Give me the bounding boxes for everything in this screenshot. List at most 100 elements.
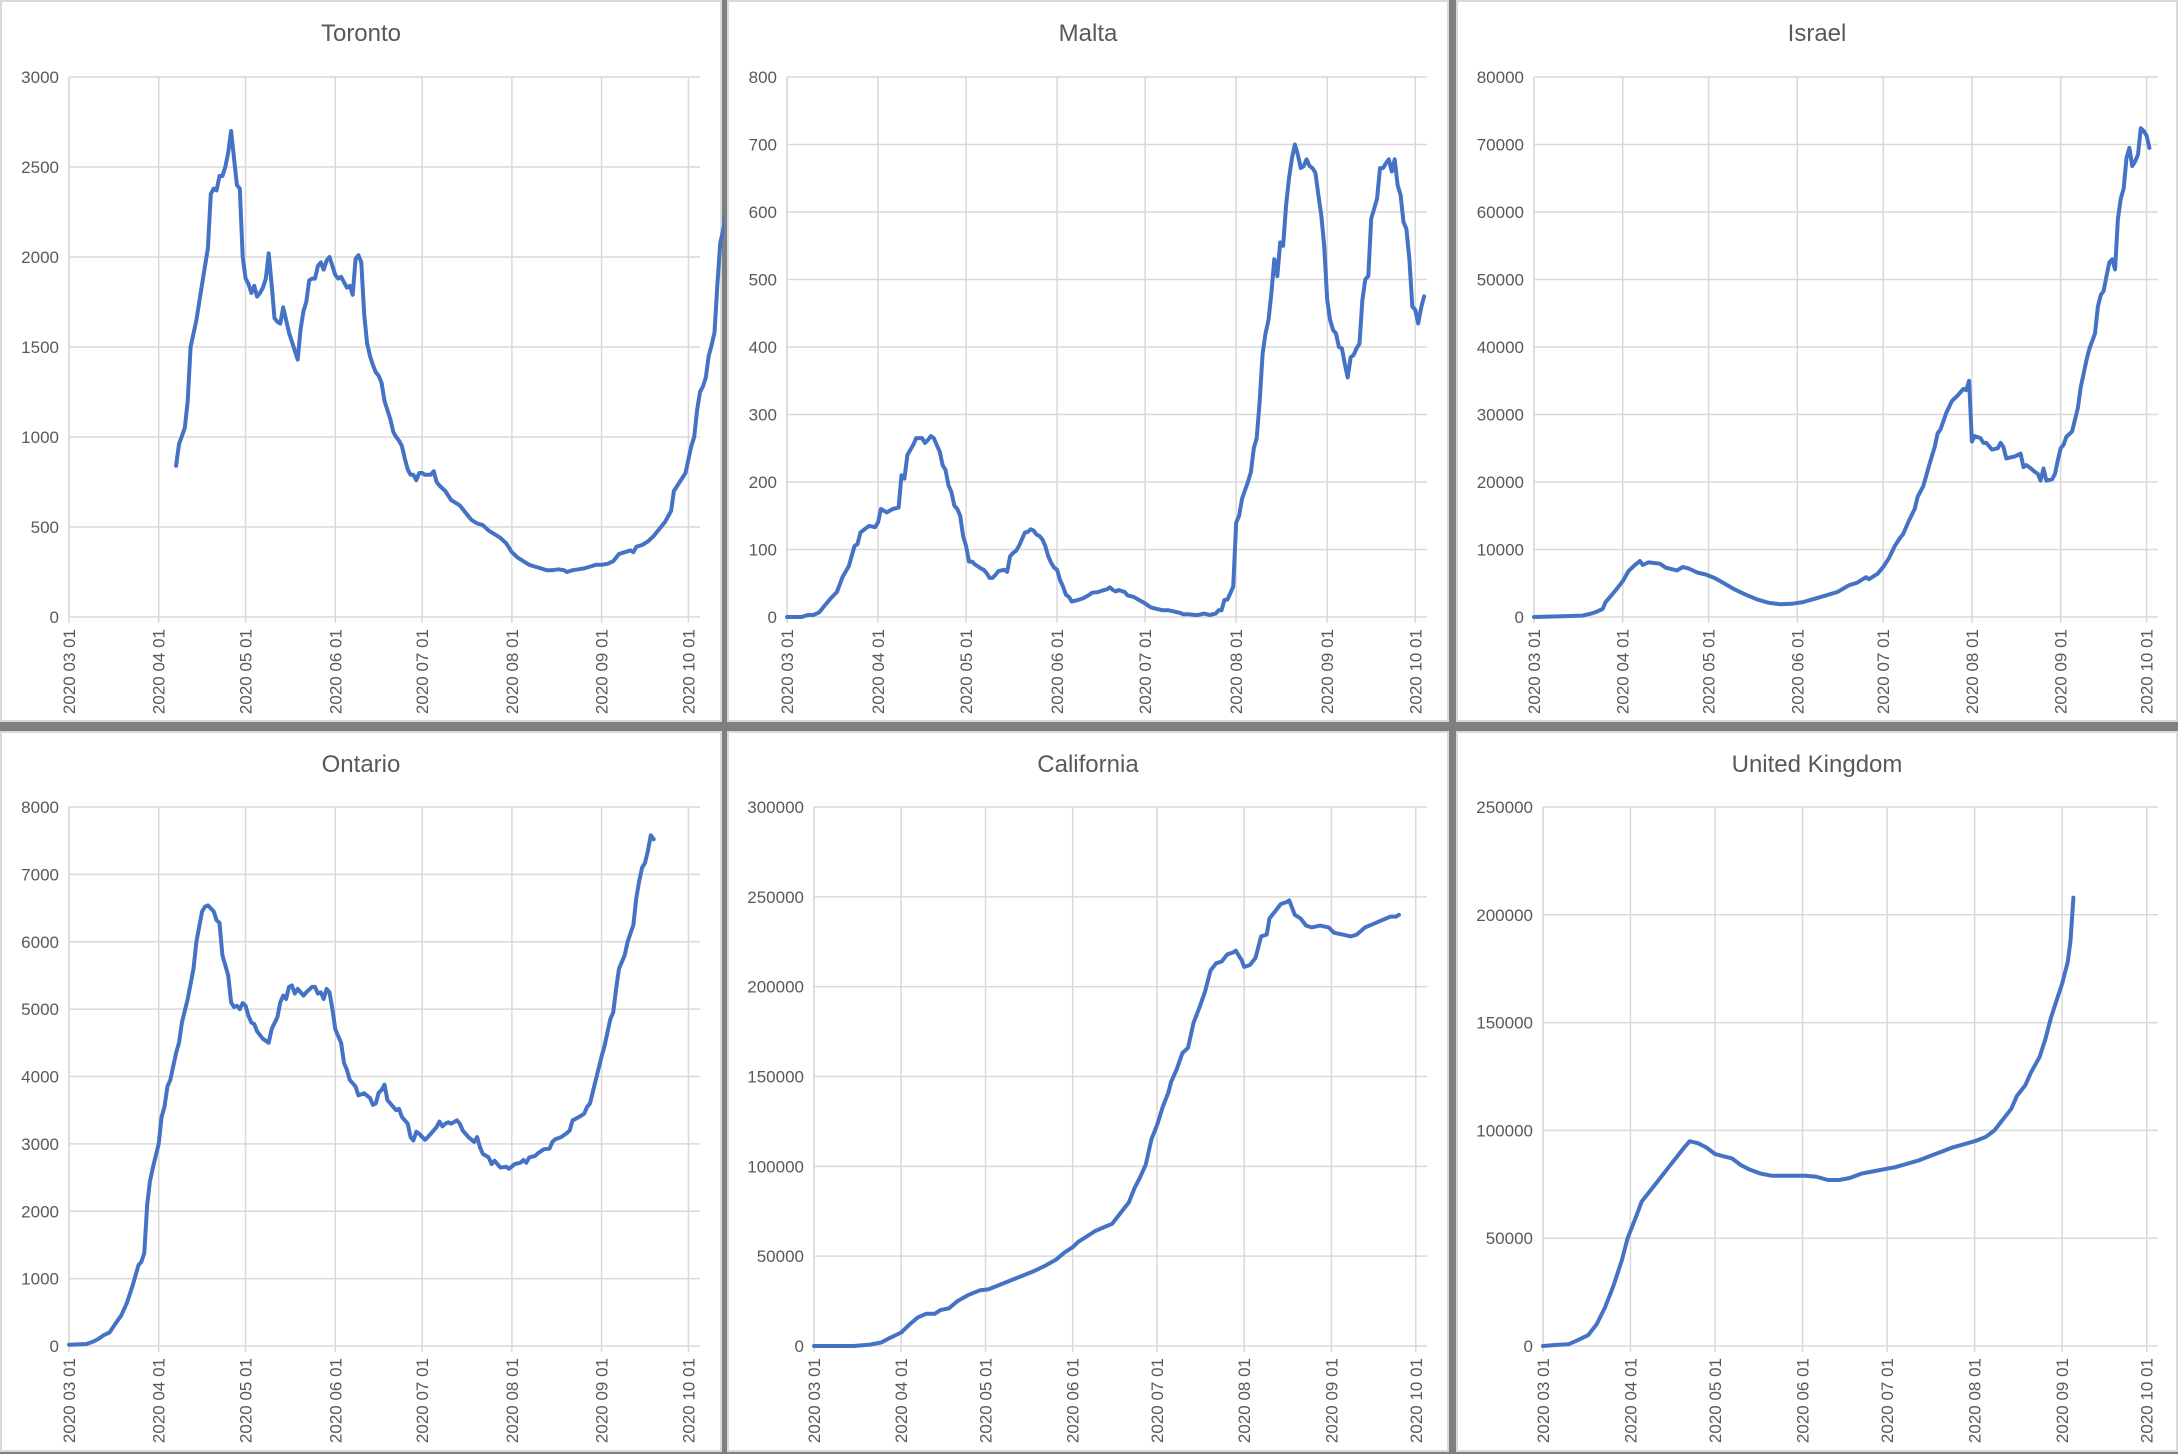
x-tick-label: 2020 04 01 [892, 1358, 911, 1443]
x-tick-label: 2020 09 01 [593, 629, 612, 714]
y-tick-label: 1500 [21, 338, 59, 357]
x-tick-label: 2020 08 01 [1235, 1358, 1254, 1443]
y-tick-label: 600 [749, 203, 777, 222]
line-chart: 0 50000 100000 150000 200000 250000 2020 03 01… [1476, 798, 2158, 1443]
x-tick-label: 2020 03 01 [778, 629, 797, 714]
x-tick-label: 2020 05 01 [977, 1358, 996, 1443]
x-tick-label: 2020 10 01 [2138, 629, 2157, 714]
x-tick-label: 2020 05 01 [1706, 1358, 1725, 1443]
x-tick-label: 2020 03 01 [805, 1358, 824, 1443]
x-tick-label: 2020 10 01 [679, 1358, 698, 1443]
y-tick-label: 200000 [747, 978, 804, 997]
y-tick-label: 0 [1515, 608, 1524, 627]
y-tick-label: 70000 [1477, 136, 1524, 155]
data-line [812, 898, 1401, 1348]
y-tick-label: 700 [749, 136, 777, 155]
y-tick-label: 0 [50, 608, 59, 627]
chart-title: Israel [1787, 20, 1847, 47]
x-tick-label: 2020 03 01 [60, 1358, 79, 1443]
chart-title: Ontario [321, 751, 401, 778]
x-tick-label: 2020 08 01 [1966, 1358, 1985, 1443]
y-tick-label: 300 [749, 406, 777, 425]
y-tick-label: 5000 [21, 1000, 59, 1019]
y-tick-label: 3000 [21, 68, 59, 87]
x-tick-label: 2020 06 01 [1788, 629, 1807, 714]
x-tick-label: 2020 07 01 [413, 629, 432, 714]
y-tick-label: 6000 [21, 933, 59, 952]
y-tick-label: 200000 [1476, 906, 1533, 925]
x-tick-label: 2020 10 01 [2138, 1358, 2157, 1443]
y-tick-label: 3000 [21, 1135, 59, 1154]
y-tick-label: 2500 [21, 158, 59, 177]
x-tick-label: 2020 07 01 [1874, 629, 1893, 714]
x-tick-label: 2020 04 01 [150, 629, 169, 714]
y-tick-label: 0 [768, 608, 777, 627]
x-tick-label: 2020 04 01 [1614, 629, 1633, 714]
x-tick-label: 2020 08 01 [503, 1358, 522, 1443]
y-tick-label: 100 [749, 541, 777, 560]
x-tick-label: 2020 05 01 [957, 629, 976, 714]
y-tick-label: 100000 [1476, 1121, 1533, 1140]
y-tick-label: 300000 [747, 798, 804, 817]
x-tick-label: 2020 09 01 [2052, 629, 2071, 714]
x-tick-label: 2020 04 01 [1621, 1358, 1640, 1443]
data-line [174, 129, 724, 574]
x-tick-label: 2020 09 01 [1322, 1358, 1341, 1443]
y-tick-label: 30000 [1477, 406, 1524, 425]
y-tick-label: 50000 [1477, 271, 1524, 290]
data-line [785, 142, 1427, 619]
x-tick-label: 2020 04 01 [869, 629, 888, 714]
chart-title: California [1037, 751, 1139, 778]
y-tick-label: 500 [31, 518, 59, 537]
y-tick-label: 150000 [747, 1068, 804, 1087]
y-tick-label: 250000 [1476, 798, 1533, 817]
x-tick-label: 2020 08 01 [1963, 629, 1982, 714]
y-tick-label: 40000 [1477, 338, 1524, 357]
x-tick-label: 2020 07 01 [1878, 1358, 1897, 1443]
line-chart: 0 50000 100000 150000 200000 250000 300000 2020… [747, 798, 1427, 1443]
x-tick-label: 2020 10 01 [679, 629, 698, 714]
x-tick-label: 2020 07 01 [413, 1358, 432, 1443]
chart-panel-ontario: Ontario 0 1000 2000 3000 4000 5000 6000 7000 800… [0, 731, 722, 1452]
y-tick-label: 400 [749, 338, 777, 357]
x-tick-label: 2020 06 01 [1064, 1358, 1083, 1443]
x-tick-label: 2020 06 01 [326, 629, 345, 714]
y-tick-label: 8000 [21, 798, 59, 817]
y-tick-label: 50000 [1486, 1229, 1533, 1248]
y-tick-label: 60000 [1477, 203, 1524, 222]
chart-title: Malta [1058, 20, 1118, 47]
chart-title: Toronto [320, 20, 402, 47]
chart-title: United Kingdom [1731, 751, 1903, 778]
y-tick-label: 250000 [747, 888, 804, 907]
y-tick-label: 0 [50, 1337, 59, 1356]
chart-panel-california: California 0 50000 100000 150000 200000 25000… [727, 731, 1449, 1452]
y-tick-label: 200 [749, 473, 777, 492]
x-tick-label: 2020 07 01 [1148, 1358, 1167, 1443]
y-tick-label: 1000 [21, 1270, 59, 1289]
y-tick-label: 0 [1524, 1337, 1533, 1356]
data-line [1532, 126, 2152, 619]
line-chart: 0 1000 2000 3000 4000 5000 6000 7000 8000 2020 03… [21, 798, 700, 1443]
x-tick-label: 2020 10 01 [1407, 1358, 1426, 1443]
chart-panel-united-kingdom: United Kingdom 0 50000 100000 150000 200000 2… [1456, 731, 2178, 1452]
y-tick-label: 80000 [1477, 68, 1524, 87]
y-tick-label: 0 [795, 1337, 804, 1356]
y-tick-label: 1000 [21, 428, 59, 447]
chart-panel-malta: Malta 0 100 200 300 400 500 600 700 800 2020 03 0… [727, 0, 1449, 722]
y-tick-label: 100000 [747, 1157, 804, 1176]
chart-panel-israel: Israel 0 10000 20000 30000 40000 50000 60000 70… [1456, 0, 2178, 722]
y-tick-label: 800 [749, 68, 777, 87]
x-tick-label: 2020 07 01 [1136, 629, 1155, 714]
x-tick-label: 2020 10 01 [1406, 629, 1425, 714]
y-tick-label: 50000 [757, 1247, 804, 1266]
data-line [1541, 895, 2076, 1348]
y-tick-label: 7000 [21, 865, 59, 884]
y-tick-label: 20000 [1477, 473, 1524, 492]
x-tick-label: 2020 05 01 [237, 629, 256, 714]
chart-panel-toronto: Toronto 0 500 1000 1500 2000 2500 3000 2020 03 … [0, 0, 724, 722]
line-chart: 0 100 200 300 400 500 600 700 800 2020 03 01 2020 … [749, 68, 1427, 714]
y-tick-label: 2000 [21, 248, 59, 267]
x-tick-label: 2020 03 01 [60, 629, 79, 714]
y-tick-label: 4000 [21, 1068, 59, 1087]
x-tick-label: 2020 09 01 [1318, 629, 1337, 714]
